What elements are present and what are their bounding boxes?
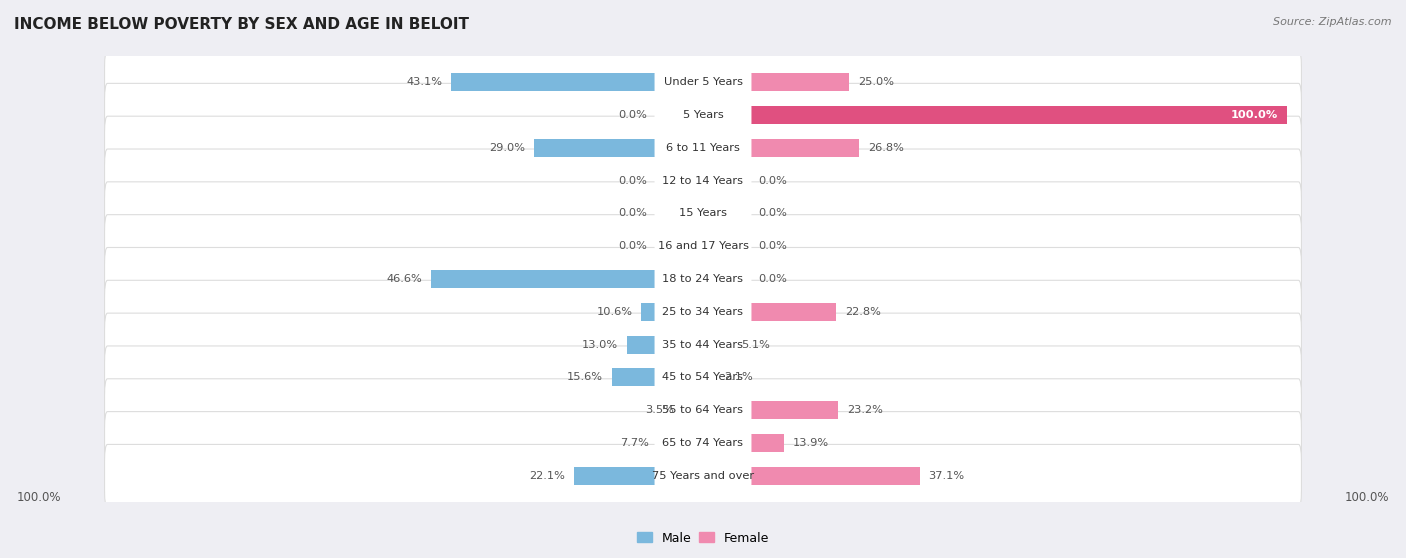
Text: 7.7%: 7.7%	[620, 438, 650, 448]
Text: 75 Years and over: 75 Years and over	[652, 471, 754, 481]
Text: 0.0%: 0.0%	[619, 208, 648, 218]
Text: INCOME BELOW POVERTY BY SEX AND AGE IN BELOIT: INCOME BELOW POVERTY BY SEX AND AGE IN B…	[14, 17, 470, 32]
Bar	[703, 467, 920, 485]
Bar	[658, 434, 703, 452]
Text: 43.1%: 43.1%	[406, 77, 443, 87]
Text: 13.0%: 13.0%	[582, 340, 619, 350]
Bar	[612, 368, 703, 387]
Bar	[657, 171, 703, 190]
Bar	[451, 73, 703, 91]
FancyBboxPatch shape	[655, 327, 751, 362]
Text: 65 to 74 Years: 65 to 74 Years	[662, 438, 744, 448]
Text: 0.0%: 0.0%	[758, 241, 787, 251]
FancyBboxPatch shape	[655, 262, 751, 296]
Text: 10.6%: 10.6%	[596, 307, 633, 317]
FancyBboxPatch shape	[104, 248, 1302, 310]
FancyBboxPatch shape	[655, 196, 751, 231]
Bar	[703, 139, 859, 157]
Bar	[682, 401, 703, 419]
Text: 25 to 34 Years: 25 to 34 Years	[662, 307, 744, 317]
Text: 5.1%: 5.1%	[741, 340, 770, 350]
FancyBboxPatch shape	[655, 459, 751, 493]
Text: 0.0%: 0.0%	[619, 110, 648, 120]
Bar	[657, 237, 703, 255]
Text: 13.9%: 13.9%	[793, 438, 830, 448]
FancyBboxPatch shape	[104, 51, 1302, 114]
Text: Under 5 Years: Under 5 Years	[664, 77, 742, 87]
Bar	[627, 335, 703, 354]
Text: 25.0%: 25.0%	[858, 77, 894, 87]
Bar	[657, 106, 703, 124]
FancyBboxPatch shape	[655, 229, 751, 264]
FancyBboxPatch shape	[655, 130, 751, 165]
FancyBboxPatch shape	[104, 280, 1302, 343]
Text: 55 to 64 Years: 55 to 64 Years	[662, 405, 744, 415]
Bar	[703, 368, 716, 387]
FancyBboxPatch shape	[104, 149, 1302, 212]
FancyBboxPatch shape	[104, 444, 1302, 507]
FancyBboxPatch shape	[104, 116, 1302, 179]
Text: 15 Years: 15 Years	[679, 208, 727, 218]
Bar	[703, 73, 849, 91]
FancyBboxPatch shape	[104, 346, 1302, 409]
Text: 0.0%: 0.0%	[619, 241, 648, 251]
Text: 12 to 14 Years: 12 to 14 Years	[662, 176, 744, 185]
Text: 0.0%: 0.0%	[758, 208, 787, 218]
FancyBboxPatch shape	[104, 313, 1302, 376]
FancyBboxPatch shape	[104, 379, 1302, 442]
FancyBboxPatch shape	[655, 163, 751, 198]
Text: 2.1%: 2.1%	[724, 373, 752, 382]
FancyBboxPatch shape	[655, 294, 751, 329]
Bar	[703, 335, 733, 354]
Text: 37.1%: 37.1%	[928, 471, 965, 481]
FancyBboxPatch shape	[104, 83, 1302, 146]
FancyBboxPatch shape	[655, 393, 751, 428]
Text: 15.6%: 15.6%	[567, 373, 603, 382]
Bar	[534, 139, 703, 157]
Text: 100.0%: 100.0%	[1230, 110, 1278, 120]
Text: 45 to 54 Years: 45 to 54 Years	[662, 373, 744, 382]
Text: 16 and 17 Years: 16 and 17 Years	[658, 241, 748, 251]
Bar	[574, 467, 703, 485]
Text: 35 to 44 Years: 35 to 44 Years	[662, 340, 744, 350]
Text: Source: ZipAtlas.com: Source: ZipAtlas.com	[1274, 17, 1392, 27]
Text: 22.8%: 22.8%	[845, 307, 880, 317]
Bar	[703, 171, 749, 190]
Text: 5 Years: 5 Years	[683, 110, 723, 120]
Bar	[703, 434, 785, 452]
Text: 22.1%: 22.1%	[529, 471, 565, 481]
Bar	[703, 204, 749, 223]
Text: 23.2%: 23.2%	[848, 405, 883, 415]
Bar	[703, 106, 1286, 124]
Text: 18 to 24 Years: 18 to 24 Years	[662, 274, 744, 284]
Text: 100.0%: 100.0%	[1344, 491, 1389, 504]
FancyBboxPatch shape	[104, 412, 1302, 475]
Text: 6 to 11 Years: 6 to 11 Years	[666, 143, 740, 153]
Text: 46.6%: 46.6%	[387, 274, 422, 284]
Text: 0.0%: 0.0%	[619, 176, 648, 185]
FancyBboxPatch shape	[655, 426, 751, 461]
Bar	[641, 303, 703, 321]
Bar	[703, 401, 838, 419]
Text: 3.5%: 3.5%	[645, 405, 673, 415]
FancyBboxPatch shape	[104, 182, 1302, 245]
FancyBboxPatch shape	[655, 65, 751, 99]
Text: 0.0%: 0.0%	[758, 176, 787, 185]
Text: 29.0%: 29.0%	[489, 143, 524, 153]
Legend: Male, Female: Male, Female	[631, 527, 775, 550]
FancyBboxPatch shape	[655, 97, 751, 132]
Bar	[703, 237, 749, 255]
Text: 0.0%: 0.0%	[758, 274, 787, 284]
FancyBboxPatch shape	[655, 360, 751, 395]
Bar	[430, 270, 703, 288]
Bar	[703, 270, 749, 288]
Text: 100.0%: 100.0%	[17, 491, 62, 504]
Bar	[657, 204, 703, 223]
Text: 26.8%: 26.8%	[869, 143, 904, 153]
Bar	[703, 303, 837, 321]
FancyBboxPatch shape	[104, 215, 1302, 278]
